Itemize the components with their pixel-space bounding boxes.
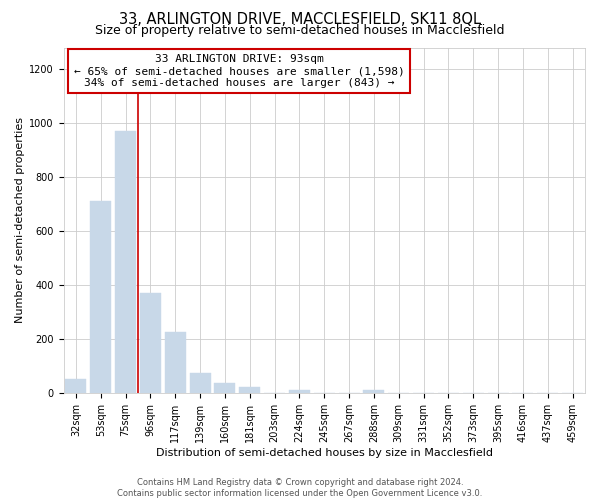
Text: 33 ARLINGTON DRIVE: 93sqm
← 65% of semi-detached houses are smaller (1,598)
34% : 33 ARLINGTON DRIVE: 93sqm ← 65% of semi-… xyxy=(74,54,404,88)
Bar xyxy=(239,388,260,393)
Text: 33, ARLINGTON DRIVE, MACCLESFIELD, SK11 8QL: 33, ARLINGTON DRIVE, MACCLESFIELD, SK11 … xyxy=(119,12,481,28)
Bar xyxy=(190,372,211,393)
Text: Contains HM Land Registry data © Crown copyright and database right 2024.
Contai: Contains HM Land Registry data © Crown c… xyxy=(118,478,482,498)
Bar xyxy=(165,332,186,393)
Bar xyxy=(140,293,161,393)
Bar xyxy=(90,202,112,393)
Bar xyxy=(115,131,136,393)
Bar xyxy=(214,384,235,393)
Text: Size of property relative to semi-detached houses in Macclesfield: Size of property relative to semi-detach… xyxy=(95,24,505,37)
X-axis label: Distribution of semi-detached houses by size in Macclesfield: Distribution of semi-detached houses by … xyxy=(156,448,493,458)
Bar xyxy=(65,380,86,393)
Bar xyxy=(289,390,310,393)
Bar xyxy=(364,390,385,393)
Y-axis label: Number of semi-detached properties: Number of semi-detached properties xyxy=(15,117,25,323)
